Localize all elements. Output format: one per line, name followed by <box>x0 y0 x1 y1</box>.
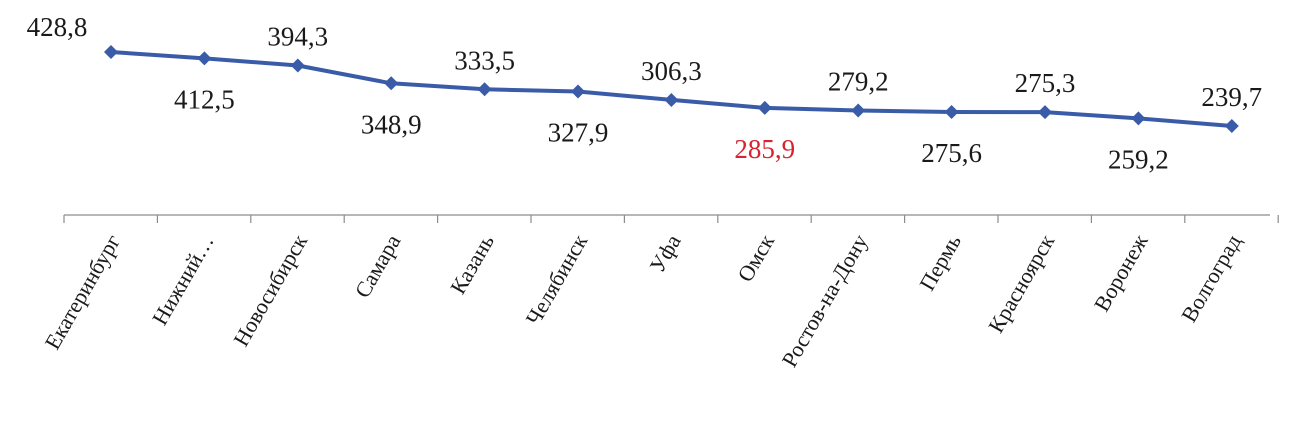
category-label: Красноярск <box>983 230 1059 337</box>
category-label: Новосибирск <box>228 230 312 351</box>
data-label: 279,2 <box>828 67 889 97</box>
data-point-marker <box>1224 119 1239 133</box>
data-label: 327,9 <box>548 117 609 147</box>
category-label: Волгоград <box>1176 230 1246 326</box>
data-label: 285,9 <box>734 134 795 164</box>
data-point-marker <box>664 92 679 107</box>
category-label: Казань <box>445 230 499 298</box>
data-label: 275,6 <box>921 138 982 168</box>
category-label: Воронеж <box>1089 229 1153 315</box>
category-label: Пермь <box>914 230 966 295</box>
category-label: Омск <box>732 230 779 286</box>
data-point-marker <box>290 58 305 73</box>
category-labels: Екатеринбург Нижний… Новосибирск Самара Каза… <box>40 229 1247 371</box>
data-point-marker <box>571 84 585 99</box>
data-point-marker <box>384 76 399 91</box>
category-label: Екатеринбург <box>40 230 126 354</box>
data-label: 428,8 <box>27 12 88 42</box>
data-point-marker <box>944 104 959 119</box>
data-point-marker <box>477 82 492 97</box>
data-point-marker <box>197 51 212 66</box>
category-label: Ростов-на-Дону <box>777 230 873 371</box>
data-label: 412,5 <box>174 84 235 114</box>
data-point-marker <box>757 100 772 115</box>
data-label: 333,5 <box>454 45 515 75</box>
data-point-marker <box>1038 105 1052 120</box>
category-label: Челябинск <box>520 230 592 330</box>
data-label: 348,9 <box>361 109 422 139</box>
data-label: 275,3 <box>1015 68 1076 98</box>
category-label: Самара <box>350 230 406 302</box>
data-label: 306,3 <box>641 56 702 86</box>
category-label: Нижний… <box>147 230 219 329</box>
series-markers <box>104 45 1239 133</box>
data-point-marker <box>851 103 866 118</box>
category-label: Уфа <box>644 230 686 277</box>
data-point-marker <box>1131 111 1146 126</box>
data-label: 394,3 <box>267 22 328 52</box>
data-label: 259,2 <box>1108 144 1169 174</box>
data-labels: 428,8 412,5 394,3 348,9 333,5 327,9 306,3 285,9… <box>27 12 1263 174</box>
data-point-marker <box>104 45 118 59</box>
data-label: 239,7 <box>1201 82 1262 112</box>
x-axis-ticks <box>63 215 1279 223</box>
